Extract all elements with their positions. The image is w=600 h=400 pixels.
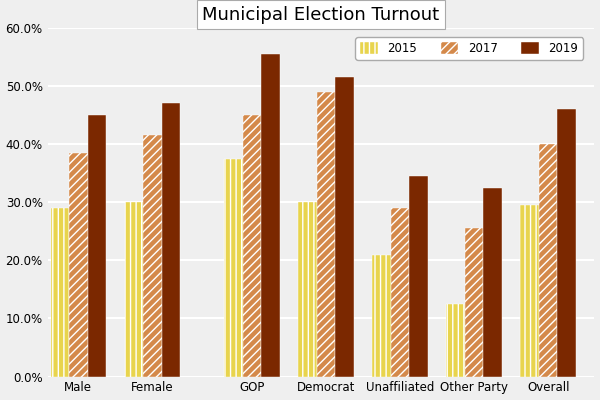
Bar [391, 208, 409, 376]
Bar [69, 153, 88, 376]
Bar [446, 304, 465, 376]
Bar [88, 115, 106, 376]
Bar [317, 92, 335, 376]
Bar [50, 208, 69, 376]
Bar [409, 176, 428, 376]
Bar [539, 144, 557, 376]
Bar [373, 254, 391, 376]
Bar [298, 202, 317, 376]
Bar [125, 202, 143, 376]
Bar [335, 77, 354, 376]
Bar [520, 205, 539, 376]
Bar [484, 188, 502, 376]
Bar [262, 54, 280, 376]
Bar [465, 228, 484, 376]
Bar [143, 136, 161, 376]
Bar [224, 159, 243, 376]
Title: Municipal Election Turnout: Municipal Election Turnout [202, 6, 440, 24]
Bar [161, 104, 180, 376]
Bar [243, 115, 262, 376]
Bar [557, 109, 576, 376]
Legend: 2015, 2017, 2019: 2015, 2017, 2019 [355, 37, 583, 60]
